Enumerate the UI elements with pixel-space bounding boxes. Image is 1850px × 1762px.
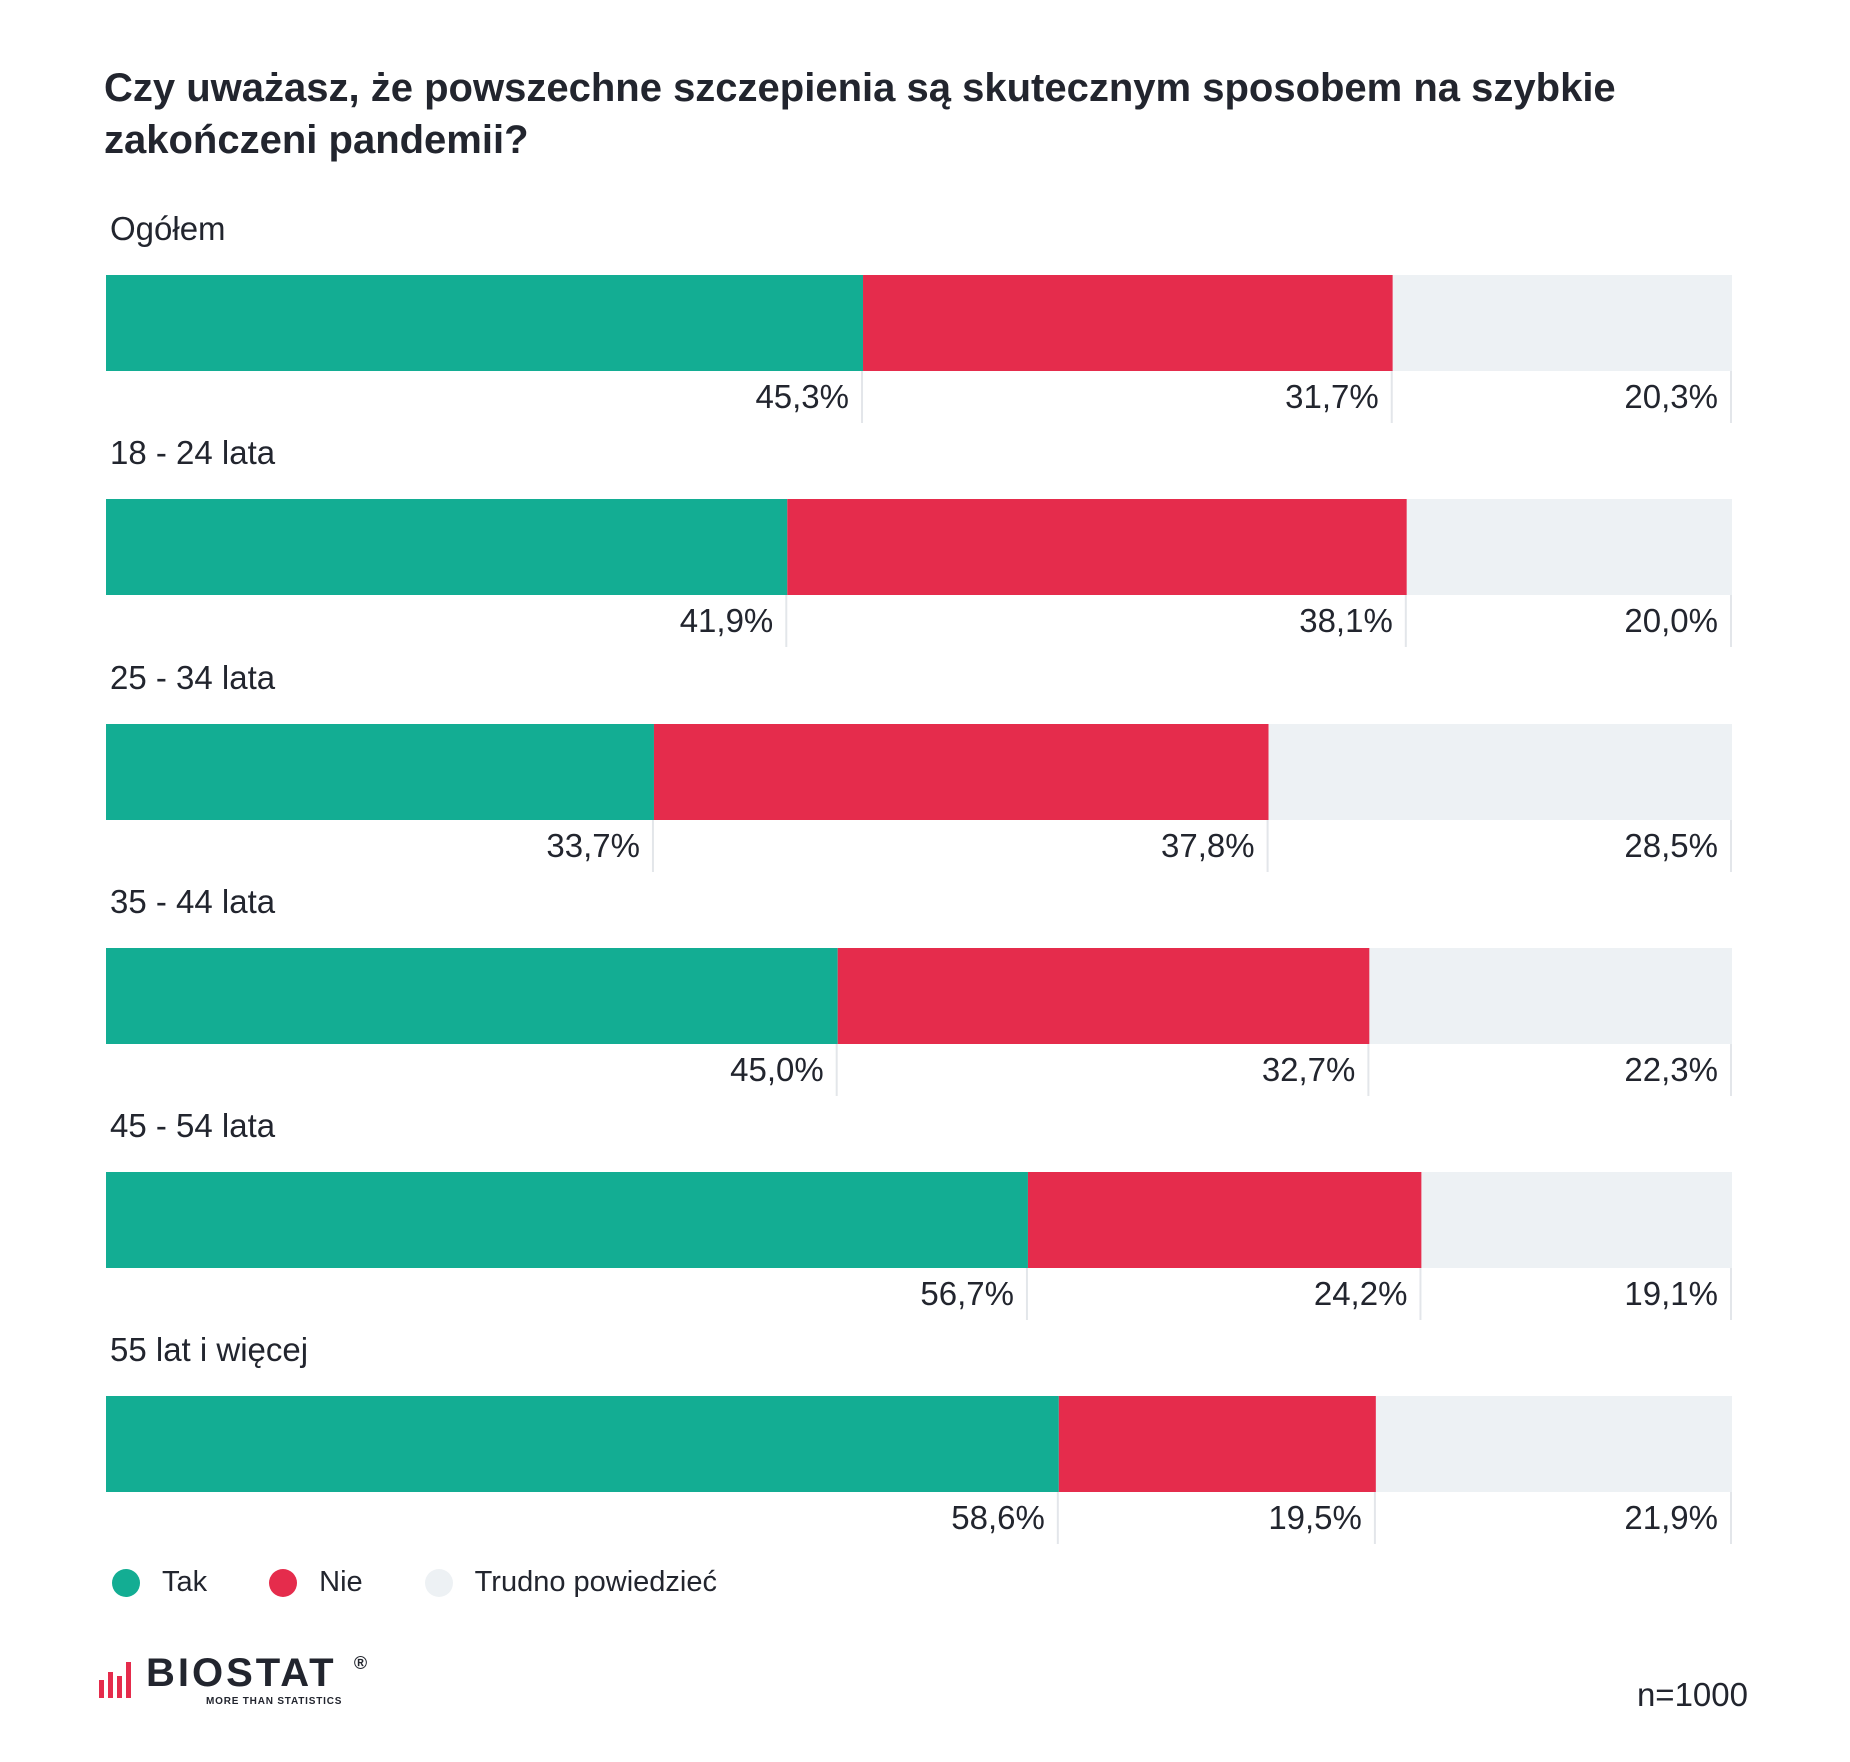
bar-segment-nie	[1058, 1396, 1376, 1492]
data-label: 33,7%	[546, 827, 640, 864]
bar-segment-trudno	[1392, 275, 1732, 371]
data-label: 38,1%	[1299, 602, 1393, 639]
category-label: 35 - 44 lata	[110, 883, 276, 920]
category-label: 45 - 54 lata	[110, 1107, 276, 1144]
bar-segment-nie	[1027, 1172, 1422, 1268]
registered-mark: ®	[353, 1653, 371, 1673]
data-label: 22,3%	[1624, 1051, 1718, 1088]
legend-swatch	[424, 1568, 453, 1597]
category-label: 18 - 24 lata	[110, 434, 276, 471]
category-label: Ogółem	[110, 210, 226, 247]
category-label: 55 lat i więcej	[110, 1331, 308, 1368]
data-label: 31,7%	[1285, 378, 1379, 415]
data-label: 19,5%	[1268, 1499, 1362, 1536]
data-label: 41,9%	[680, 602, 774, 639]
logo-name: BIOSTAT	[146, 1651, 337, 1695]
bar-segment-trudno	[1375, 1396, 1732, 1492]
bar-segment-tak	[106, 499, 788, 595]
legend-item: Trudno powiedzieć	[424, 1566, 717, 1599]
chart-title: Czy uważasz, że powszechne szczepienia s…	[104, 66, 1616, 162]
logo-tagline: MORE THAN STATISTICS	[206, 1696, 343, 1707]
data-label: 58,6%	[951, 1499, 1045, 1536]
bar-segment-nie	[837, 948, 1370, 1044]
data-label: 20,3%	[1624, 378, 1718, 415]
bar-segment-tak	[106, 275, 864, 371]
bar-segment-nie	[863, 275, 1393, 371]
data-label: 19,1%	[1624, 1275, 1718, 1312]
bar-segment-tak	[106, 724, 654, 820]
data-label: 28,5%	[1624, 827, 1718, 864]
data-label: 45,3%	[755, 378, 849, 415]
legend-label: Tak	[162, 1566, 208, 1598]
sample-size: n=1000	[1636, 1676, 1748, 1713]
bar-segment-tak	[106, 948, 838, 1044]
data-label: 20,0%	[1624, 602, 1718, 639]
bar-segment-nie	[653, 724, 1269, 820]
bar-segment-trudno	[1406, 499, 1732, 595]
data-label: 24,2%	[1314, 1275, 1408, 1312]
legend-label: Nie	[319, 1566, 363, 1598]
legend-item: Tak	[112, 1566, 207, 1599]
logo-bars-icon	[99, 1662, 131, 1698]
category-label: 25 - 34 lata	[110, 659, 276, 696]
legend-swatch	[112, 1568, 140, 1597]
legend-item: Nie	[269, 1566, 363, 1599]
bar-segment-trudno	[1268, 724, 1732, 820]
data-label: 37,8%	[1161, 827, 1255, 864]
data-label: 45,0%	[730, 1051, 824, 1088]
bar-segment-trudno	[1421, 1172, 1732, 1268]
data-label: 56,7%	[920, 1275, 1014, 1312]
bar-segment-tak	[106, 1172, 1028, 1268]
bar-segment-nie	[787, 499, 1407, 595]
data-label: 21,9%	[1624, 1499, 1718, 1536]
bar-segment-tak	[106, 1396, 1059, 1492]
logo-wordmark: BIOSTAT ®	[146, 1651, 367, 1695]
biostat-logo: BIOSTAT ® MORE THAN STATISTICS	[98, 1651, 367, 1707]
legend-label: Trudno powiedzieć	[474, 1566, 717, 1598]
logo-text: BIOSTAT ® MORE THAN STATISTICS	[146, 1651, 367, 1707]
data-label: 32,7%	[1262, 1051, 1356, 1088]
legend-swatch	[269, 1568, 298, 1597]
bar-segment-trudno	[1369, 948, 1732, 1044]
stacked-bar-chart: Ogółem 45,3% 31,7% 20,3% 18 - 24 lata 41,9% 38…	[106, 210, 1732, 1544]
chart-legend: Tak Nie Trudno powiedzieć	[112, 1566, 779, 1599]
